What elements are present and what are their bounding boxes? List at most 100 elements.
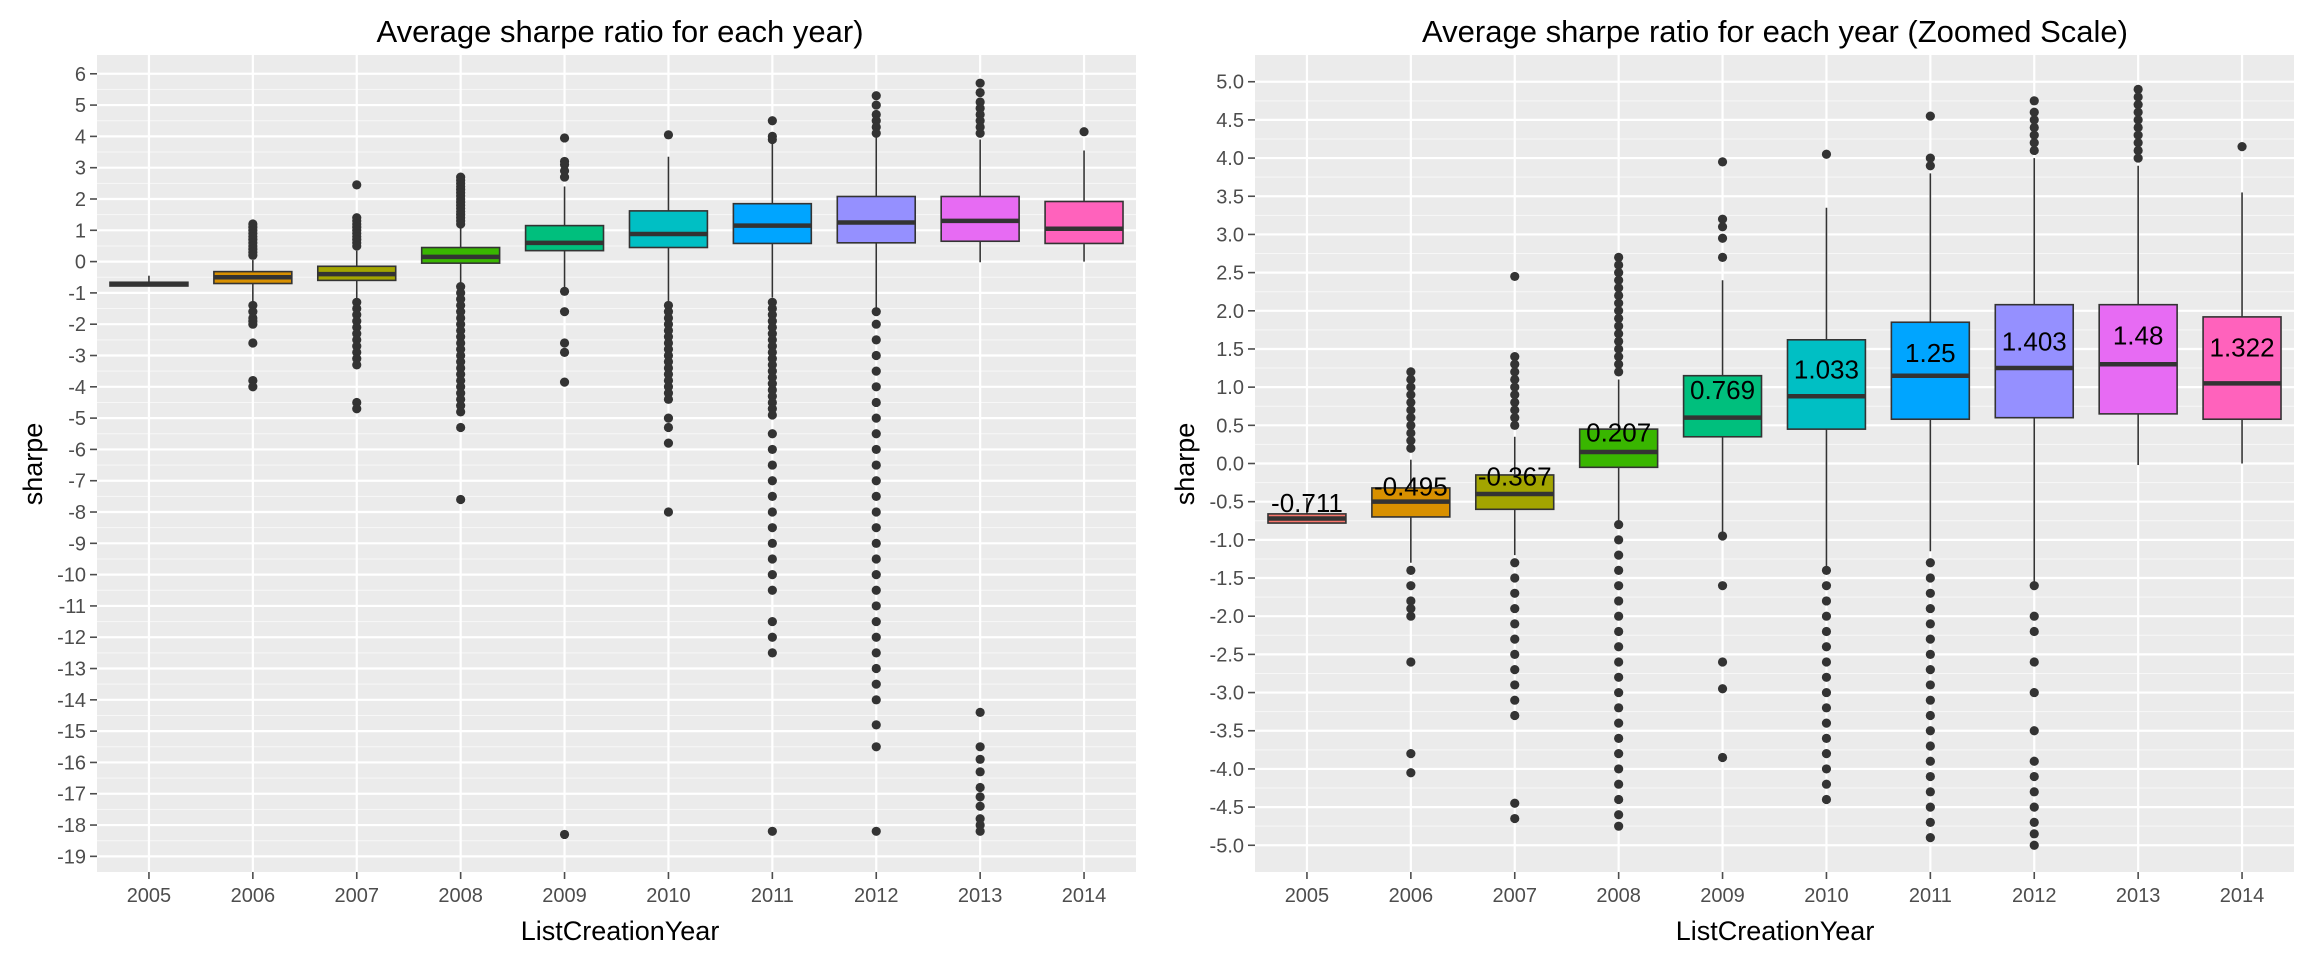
outlier-point <box>975 87 985 98</box>
y-tick-label: -2 <box>68 314 86 336</box>
outlier-point <box>871 538 881 548</box>
box-2008 <box>420 172 501 505</box>
outlier-point <box>767 444 777 455</box>
outlier-point <box>2029 771 2039 782</box>
outlier-point <box>1717 222 1728 232</box>
y-tick-label: 4 <box>75 126 86 148</box>
outlier-point <box>1717 531 1728 541</box>
outlier-point <box>1821 596 1832 606</box>
outlier-point <box>1406 405 1416 415</box>
outlier-point <box>871 554 881 564</box>
y-tick-label: -16 <box>57 752 86 774</box>
box-2007 <box>316 180 397 414</box>
outlier-point <box>2029 611 2039 621</box>
right-panel: 5.0 4.5 4.0 3.5 3.0 2.5 2.0 1.5 1.0 0.5 0.0 -0.5 -1.… <box>1170 14 2294 946</box>
outlier-point <box>1821 626 1832 637</box>
outlier-point <box>871 648 881 658</box>
outlier-point <box>559 829 570 840</box>
outlier-point <box>975 128 985 138</box>
y-tick-label: 3.5 <box>1216 186 1244 208</box>
outlier-point <box>2029 145 2039 156</box>
outlier-point <box>1821 565 1832 575</box>
outlier-point <box>1614 626 1624 637</box>
outlier-point <box>975 767 985 777</box>
y-tick-label: -18 <box>57 815 86 837</box>
outlier-point <box>1614 749 1624 759</box>
y-tick-label: -5 <box>68 408 86 430</box>
outlier-point <box>1614 672 1624 682</box>
outlier-point <box>975 742 985 752</box>
outlier-point <box>1821 672 1832 682</box>
outlier-point <box>975 801 985 811</box>
outlier-point <box>2029 626 2039 637</box>
y-tick-label: 4.0 <box>1216 148 1244 170</box>
y-tick-label: -4.5 <box>1210 797 1244 819</box>
outlier-point <box>871 460 881 470</box>
outlier-point <box>559 307 570 317</box>
outlier-point <box>1925 111 1935 121</box>
y-tick-label: 4.5 <box>1216 110 1244 132</box>
outlier-point <box>663 422 674 433</box>
y-tick-label: 2.5 <box>1216 263 1244 285</box>
y-tick-label: 0.0 <box>1216 454 1244 476</box>
outlier-point <box>2029 122 2039 133</box>
x-tick-label: 2013 <box>958 885 1003 907</box>
outlier-point <box>767 523 777 533</box>
outlier-point <box>975 826 985 836</box>
outlier-point <box>1406 390 1416 400</box>
outlier-point <box>1614 329 1624 339</box>
outlier-point <box>871 695 881 705</box>
outlier-point <box>1925 649 1935 659</box>
outlier-point <box>2133 115 2143 125</box>
x-tick-label: 2012 <box>854 885 899 907</box>
outlier-point <box>1406 596 1416 606</box>
outlier-point <box>1925 558 1935 568</box>
x-tick-label: 2007 <box>1493 885 1538 907</box>
outlier-point <box>1614 764 1624 774</box>
outlier-point <box>871 570 881 580</box>
outlier-point <box>975 707 985 717</box>
outlier-point <box>1614 260 1624 270</box>
outlier-point <box>1614 367 1624 377</box>
x-tick-label: 2008 <box>1596 885 1641 907</box>
mean-label: -0.367 <box>1478 462 1552 492</box>
box-2012 <box>1994 96 2075 850</box>
box-body <box>628 210 709 249</box>
box-2010 <box>628 130 709 517</box>
box-body <box>836 195 917 244</box>
y-tick-label: 5 <box>75 95 86 117</box>
mean-label: 1.033 <box>1794 355 1859 385</box>
box-body <box>1044 200 1124 245</box>
outlier-point <box>871 601 881 611</box>
y-tick-label: -17 <box>57 784 86 806</box>
outlier-point <box>663 438 674 448</box>
box-body <box>1682 374 1763 438</box>
right-y-axis-label: sharpe <box>1170 423 1200 506</box>
outlier-point <box>2029 817 2039 827</box>
outlier-point <box>871 350 881 361</box>
outlier-point <box>1406 367 1416 377</box>
outlier-point <box>663 130 674 140</box>
outlier-point <box>1614 611 1624 621</box>
outlier-point <box>871 319 881 329</box>
outlier-point <box>1925 153 1935 163</box>
mean-label: -0.495 <box>1374 471 1448 501</box>
y-tick-label: 1.0 <box>1216 377 1244 399</box>
outlier-point <box>871 476 881 486</box>
outlier-point <box>871 585 881 595</box>
outlier-point <box>1614 535 1624 545</box>
outlier-point <box>871 397 881 408</box>
outlier-point <box>1821 687 1832 698</box>
outlier-point <box>871 491 881 501</box>
outlier-point <box>1717 233 1728 243</box>
y-tick-label: -12 <box>57 627 86 649</box>
y-tick-label: -15 <box>57 721 86 743</box>
y-tick-label: -1.0 <box>1210 530 1244 552</box>
outlier-point <box>1821 764 1832 774</box>
right-chart-title: Average sharpe ratio for each year (Zoom… <box>1422 14 2128 49</box>
outlier-point <box>767 826 777 836</box>
outlier-point <box>871 429 881 439</box>
outlier-point <box>767 648 777 658</box>
outlier-point <box>767 429 777 439</box>
y-tick-label: -19 <box>57 846 86 868</box>
